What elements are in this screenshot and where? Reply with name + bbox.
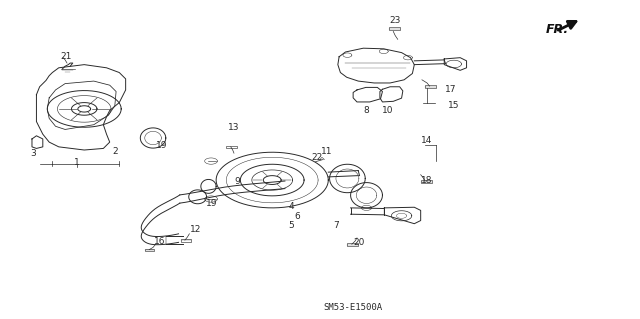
Text: 11: 11	[321, 147, 332, 156]
Text: 21: 21	[61, 52, 72, 61]
Text: 5: 5	[289, 221, 294, 230]
Text: 10: 10	[383, 106, 394, 115]
Text: FR.: FR.	[546, 23, 570, 36]
Text: 14: 14	[421, 136, 433, 145]
Text: 3: 3	[30, 149, 36, 158]
Text: 1: 1	[74, 158, 79, 167]
Text: 9: 9	[234, 177, 240, 186]
Text: 19: 19	[156, 141, 168, 150]
Text: 18: 18	[421, 175, 433, 185]
Text: 22: 22	[311, 153, 323, 162]
Text: 6: 6	[295, 212, 301, 221]
Text: 13: 13	[228, 123, 240, 132]
Text: 4: 4	[289, 203, 294, 211]
Text: 19: 19	[206, 199, 218, 208]
Text: 16: 16	[154, 237, 165, 246]
Text: 2: 2	[112, 147, 118, 156]
Text: 8: 8	[363, 106, 369, 115]
Text: SM53-E1500A: SM53-E1500A	[323, 303, 382, 312]
Text: 17: 17	[445, 85, 456, 94]
Text: 12: 12	[190, 225, 202, 234]
Text: 15: 15	[448, 101, 460, 110]
Text: 7: 7	[333, 221, 339, 230]
Text: 20: 20	[354, 238, 365, 247]
Text: 23: 23	[390, 17, 401, 26]
